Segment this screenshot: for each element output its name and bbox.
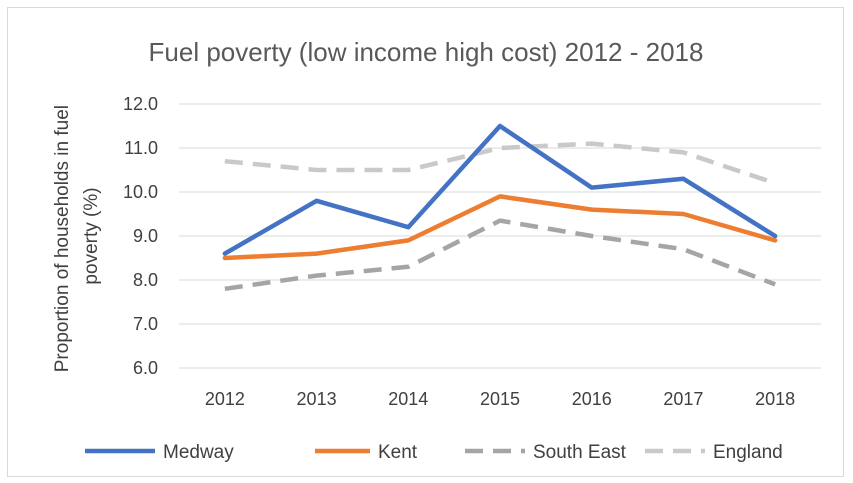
y-axis-label-line-1: Proportion of households in fuel (52, 105, 73, 372)
series-line-kent (222, 194, 778, 261)
x-tick-label: 2013 (297, 389, 337, 409)
y-tick-label: 8.0 (133, 270, 158, 290)
x-tick-label: 2016 (572, 389, 612, 409)
x-tick-label: 2018 (755, 389, 795, 409)
legend-label-medway: Medway (163, 442, 234, 463)
legend-label-england: England (713, 442, 783, 463)
series-line-south-east (224, 218, 776, 292)
x-tick-label: 2015 (480, 389, 520, 409)
x-tick-label: 2017 (663, 389, 703, 409)
legend: Medway Kent South East England (85, 442, 783, 463)
gridlines (179, 103, 821, 369)
y-tick-label: 10.0 (123, 182, 158, 202)
y-tick-label: 12.0 (123, 94, 158, 114)
series-lines (222, 123, 778, 292)
y-tick-label: 6.0 (133, 358, 158, 378)
y-tick-label: 7.0 (133, 314, 158, 334)
y-tick-label: 9.0 (133, 226, 158, 246)
x-axis-ticks: 2012 2013 2014 2015 2016 2017 2018 (205, 389, 795, 409)
chart-title: Fuel poverty (low income high cost) 2012… (149, 37, 704, 67)
y-axis-ticks: 6.0 7.0 8.0 9.0 10.0 11.0 12.0 (123, 94, 158, 378)
x-tick-label: 2014 (388, 389, 428, 409)
x-tick-label: 2012 (205, 389, 245, 409)
legend-label-kent: Kent (378, 442, 418, 463)
y-axis-label: Proportion of households in fuel poverty… (52, 100, 102, 373)
chart-frame (7, 7, 844, 477)
series-line-england (224, 141, 776, 186)
y-axis-label-line-2: poverty (%) (81, 187, 102, 284)
y-tick-label: 11.0 (124, 138, 158, 158)
series-line-medway (222, 123, 778, 256)
legend-label-south-east: South East (533, 442, 627, 463)
